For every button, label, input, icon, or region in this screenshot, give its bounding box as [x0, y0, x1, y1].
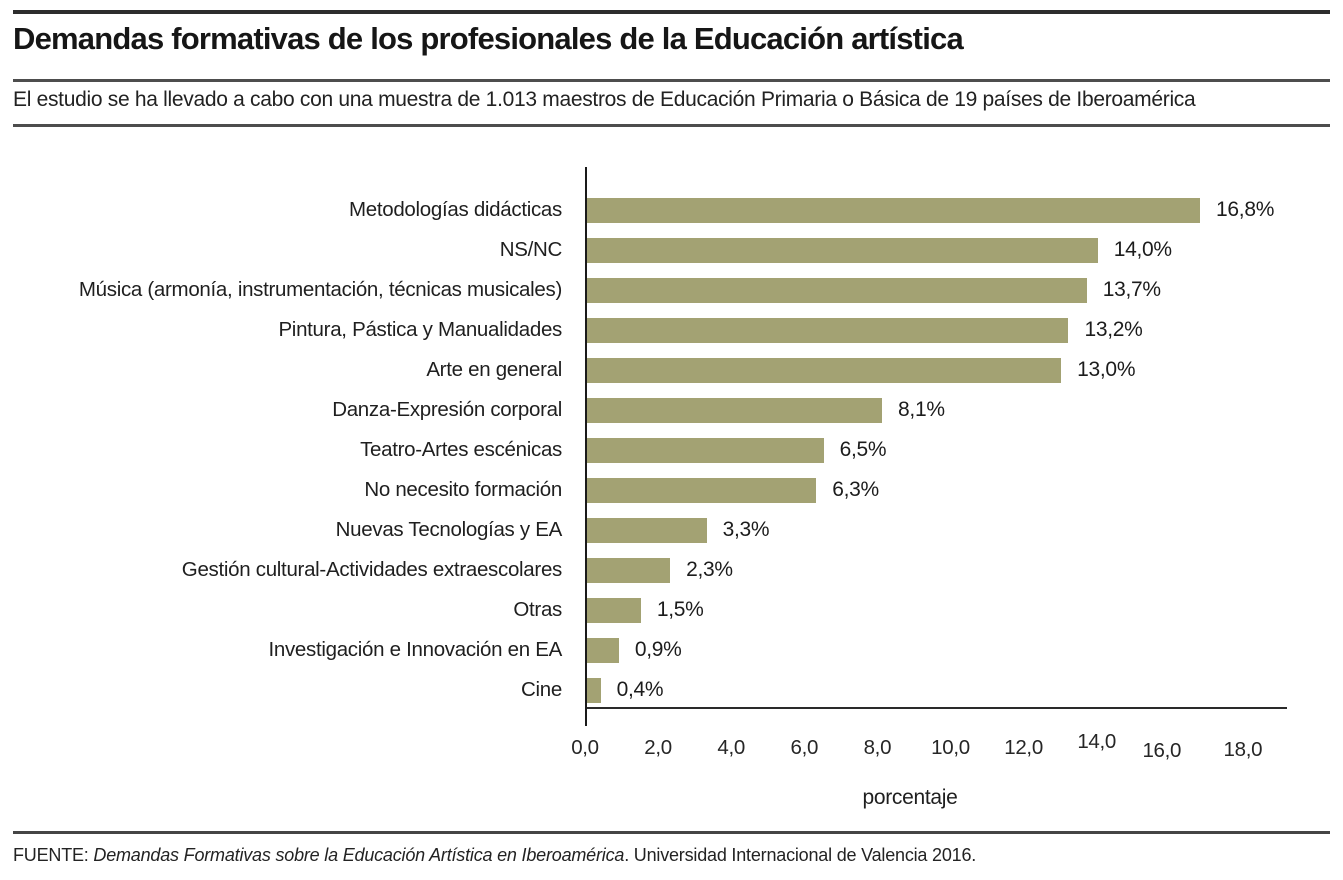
header-divider — [13, 79, 1330, 82]
category-label: Teatro-Artes escénicas — [360, 438, 562, 461]
x-axis-zero-tick — [585, 707, 587, 726]
bar — [586, 517, 707, 543]
bar-row: Metodologías didácticas 16,8% — [0, 190, 1343, 230]
value-label: 16,8% — [1216, 198, 1275, 221]
bar — [586, 637, 619, 663]
source-suffix: . Universidad Internacional de Valencia … — [624, 845, 977, 865]
bar — [586, 437, 824, 463]
x-tick-label: 2,0 — [644, 736, 672, 759]
value-label: 1,5% — [656, 598, 704, 621]
value-label: 8,1% — [898, 398, 945, 421]
bar — [586, 237, 1098, 263]
source-title: Demandas Formativas sobre la Educación A… — [93, 845, 625, 865]
x-tick-label: 18,0 — [1223, 738, 1263, 761]
bar-row: Otras 1,5% — [0, 590, 1343, 630]
bar — [586, 397, 883, 423]
subtitle-divider — [13, 124, 1330, 127]
category-label: Investigación e Innovación en EA — [268, 638, 562, 661]
bar — [586, 477, 817, 503]
source-note: FUENTE: Demandas Formativas sobre la Edu… — [13, 845, 976, 866]
bar-rows: Metodologías didácticas 16,8% NS/NC 14,0% Mú… — [0, 190, 1343, 710]
x-tick-label: 10,0 — [931, 736, 970, 759]
x-tick-label: 12,0 — [1004, 736, 1043, 759]
value-label: 0,9% — [634, 638, 682, 661]
category-label: NS/NC — [499, 238, 563, 261]
bar-row: Danza-Expresión corporal 8,1% — [0, 390, 1343, 430]
top-rule — [13, 10, 1330, 14]
category-label: Gestión cultural-Actividades extraescola… — [181, 558, 563, 581]
bar — [586, 197, 1201, 223]
category-label: No necesito formación — [364, 478, 562, 501]
category-label: Arte en general — [426, 358, 562, 381]
value-label: 13,7% — [1102, 278, 1161, 301]
bar-row: Arte en general 13,0% — [0, 350, 1343, 390]
bar — [586, 597, 641, 623]
source-prefix: FUENTE: — [13, 845, 94, 865]
x-tick-label: 6,0 — [790, 736, 819, 759]
bar-row: Pintura, Pástica y Manualidades 13,2% — [0, 310, 1343, 350]
bar — [586, 677, 601, 703]
x-tick-label: 8,0 — [863, 736, 892, 759]
x-tick-label: 16,0 — [1142, 739, 1182, 762]
value-label: 6,3% — [832, 478, 879, 501]
value-label: 2,3% — [686, 558, 733, 581]
x-tick-label: 0,0 — [571, 736, 599, 759]
category-label: Pintura, Pástica y Manualidades — [278, 318, 562, 341]
category-label: Danza-Expresión corporal — [332, 398, 562, 421]
x-tick-label: 4,0 — [717, 736, 745, 759]
bar-row: Cine 0,4% — [0, 670, 1343, 710]
bar — [586, 317, 1069, 343]
bar-row: Gestión cultural-Actividades extraescola… — [0, 550, 1343, 590]
value-label: 3,3% — [722, 518, 770, 541]
category-label: Metodologías didácticas — [348, 198, 562, 221]
y-axis-line — [585, 167, 587, 708]
value-label: 6,5% — [839, 438, 887, 461]
value-label: 14,0% — [1113, 238, 1172, 261]
bar-row: Nuevas Tecnologías y EA 3,3% — [0, 510, 1343, 550]
x-axis-title: porcentaje — [862, 786, 958, 809]
bar-row: Teatro-Artes escénicas 6,5% — [0, 430, 1343, 470]
value-label: 13,0% — [1077, 358, 1136, 381]
category-label: Nuevas Tecnologías y EA — [335, 518, 563, 541]
bar — [586, 357, 1062, 383]
bar-row: Música (armonía, instrumentación, técnic… — [0, 270, 1343, 310]
x-tick-label: 14,0 — [1077, 730, 1117, 753]
bar-row: No necesito formación 6,3% — [0, 470, 1343, 510]
category-label: Música (armonía, instrumentación, técnic… — [78, 278, 562, 301]
bar-row: Investigación e Innovación en EA 0,9% — [0, 630, 1343, 670]
category-label: Cine — [521, 678, 562, 701]
bar — [586, 277, 1087, 303]
page-subtitle: El estudio se ha llevado a cabo con una … — [13, 88, 1196, 111]
bar — [586, 557, 671, 583]
value-label: 13,2% — [1084, 318, 1143, 341]
footer-divider — [13, 831, 1330, 834]
bar-row: NS/NC 14,0% — [0, 230, 1343, 270]
x-axis-line — [585, 707, 1287, 709]
page-title: Demandas formativas de los profesionales… — [13, 21, 964, 56]
category-label: Otras — [513, 598, 562, 621]
value-label: 0,4% — [616, 678, 664, 701]
